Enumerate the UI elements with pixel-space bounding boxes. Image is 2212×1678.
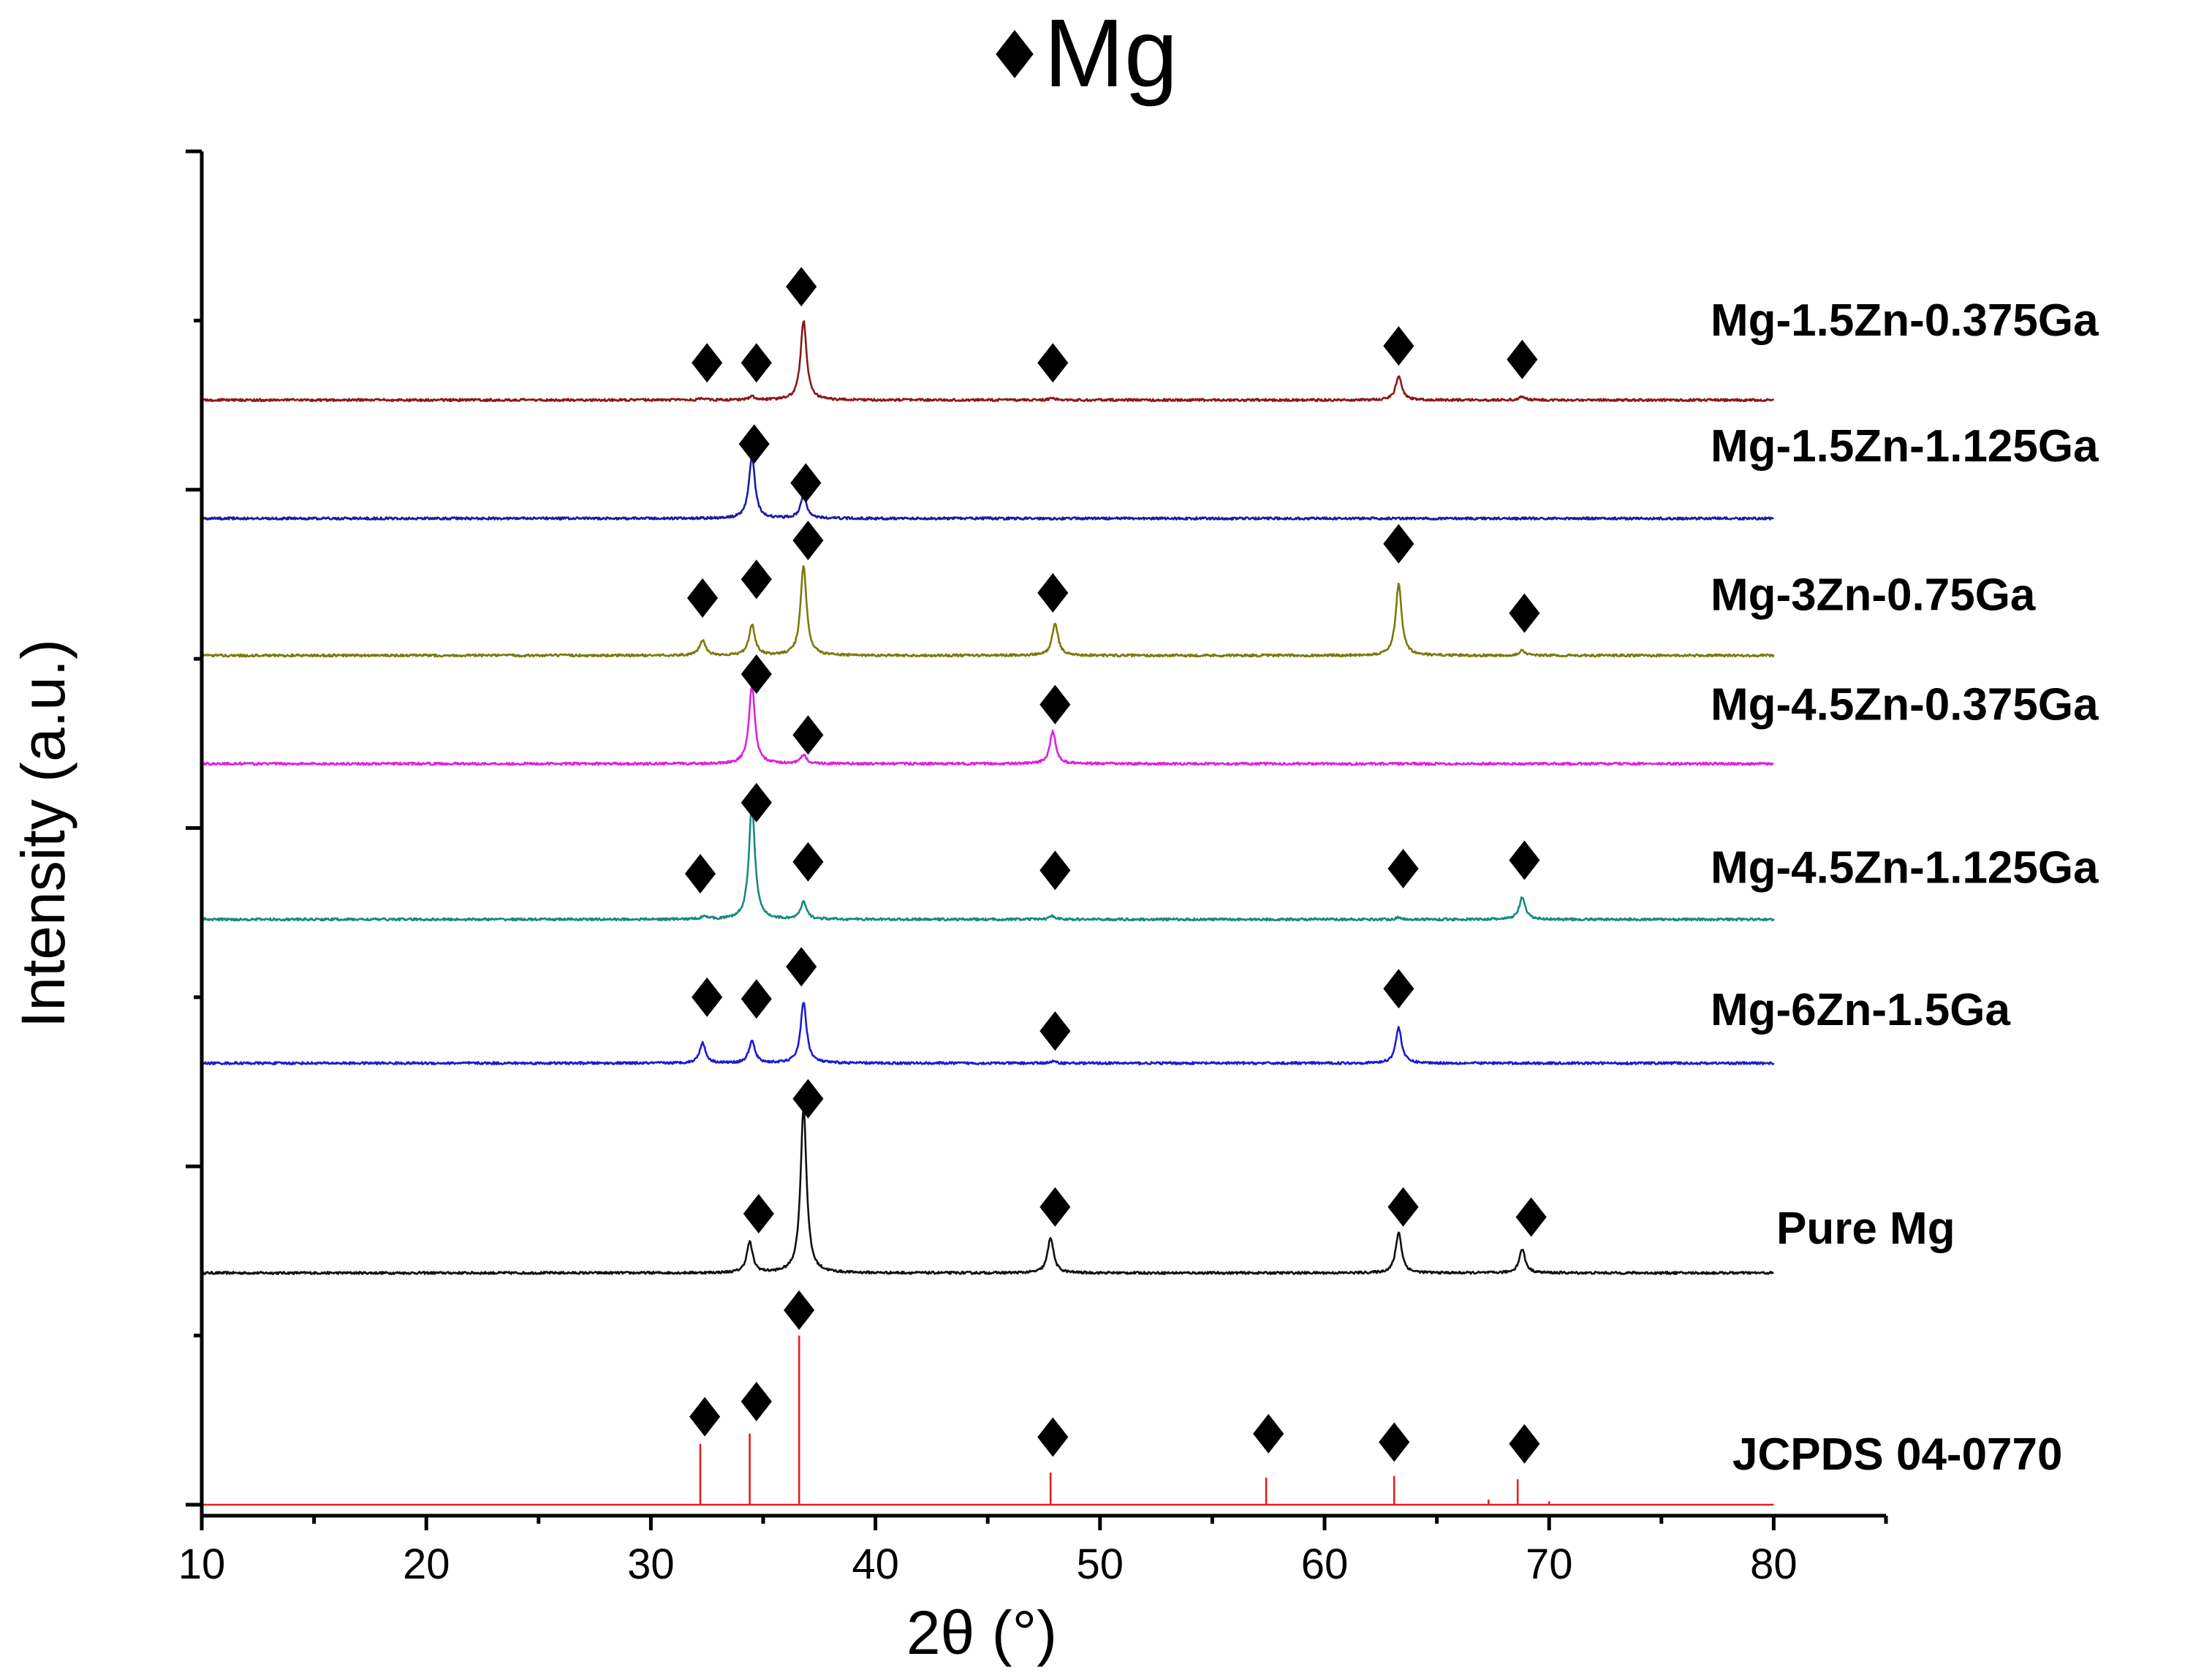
peak-diamond-marker bbox=[741, 559, 772, 600]
y-axis-title: Intensity (a.u.) bbox=[9, 639, 77, 1028]
x-tick-label: 60 bbox=[1301, 1541, 1349, 1588]
x-tick-label: 10 bbox=[178, 1541, 226, 1588]
x-axis-title: 2θ (°) bbox=[906, 1598, 1057, 1667]
legend: Mg bbox=[996, 0, 1178, 107]
peak-diamond-marker bbox=[741, 654, 772, 694]
peak-diamond-marker bbox=[1507, 339, 1538, 379]
peak-diamond-marker bbox=[689, 1397, 721, 1437]
peak-diamond-marker bbox=[1387, 1187, 1419, 1227]
peak-diamond-marker bbox=[1039, 684, 1071, 725]
x-axis-ticks: 10 20 30 40 50 60 70 80 bbox=[178, 1516, 1888, 1588]
series-label: Pure Mg bbox=[1776, 1203, 1955, 1254]
series-label: Mg-1.5Zn-0.375Ga bbox=[1711, 295, 2099, 346]
series-label: Mg-1.5Zn-1.125Ga bbox=[1711, 421, 2099, 472]
peak-diamond-marker bbox=[1509, 840, 1540, 880]
series-trace bbox=[200, 564, 1775, 658]
peak-diamond-marker bbox=[743, 1194, 774, 1234]
series-trace bbox=[200, 685, 1774, 766]
series-label: Mg-6Zn-1.5Ga bbox=[1711, 985, 2010, 1035]
peak-diamond-marker bbox=[1383, 524, 1414, 564]
x-tick-label: 70 bbox=[1526, 1541, 1573, 1588]
peak-diamond-marker bbox=[741, 343, 772, 383]
peak-diamond-marker bbox=[741, 979, 772, 1019]
peak-diamond-marker bbox=[792, 715, 824, 755]
series-label: Mg-4.5Zn-0.375Ga bbox=[1711, 680, 2099, 730]
series-labels: JCPDS 04-0770 Pure Mg Mg-6Zn-1.5Ga Mg-4.5Zn… bbox=[1711, 295, 2099, 1480]
peak-diamond-marker bbox=[1509, 1424, 1540, 1464]
series-label: Mg-3Zn-0.75Ga bbox=[1711, 570, 2036, 620]
series-trace bbox=[200, 1107, 1774, 1275]
peak-diamond-marker bbox=[686, 578, 719, 618]
peak-diamond-marker bbox=[790, 463, 822, 503]
axes bbox=[200, 151, 1886, 1518]
series-trace bbox=[201, 320, 1775, 402]
x-tick-label: 50 bbox=[1077, 1541, 1124, 1588]
peak-diamond-marker bbox=[1039, 850, 1071, 891]
peak-diamond-marker bbox=[1383, 969, 1414, 1009]
peak-diamond-marker bbox=[786, 267, 817, 307]
peak-diamond-marker bbox=[1383, 326, 1414, 366]
peak-diamond-marker bbox=[741, 782, 772, 823]
peak-diamond-marker bbox=[692, 977, 723, 1017]
peak-diamond-marker bbox=[738, 424, 770, 464]
legend-diamond-marker bbox=[996, 30, 1034, 78]
series-trace bbox=[201, 455, 1774, 521]
x-tick-label: 30 bbox=[627, 1541, 675, 1588]
peak-diamond-marker bbox=[1037, 1417, 1069, 1457]
x-tick-label: 40 bbox=[852, 1541, 899, 1588]
series-trace bbox=[200, 1002, 1775, 1065]
peak-diamond-marker bbox=[1039, 1011, 1071, 1051]
peak-diamond-marker bbox=[784, 1290, 815, 1330]
series-trace bbox=[202, 1335, 1774, 1506]
x-tick-label: 80 bbox=[1750, 1541, 1798, 1588]
peak-diamond-marker bbox=[1039, 1187, 1071, 1227]
y-axis-ticks bbox=[186, 149, 202, 1507]
peak-diamond-marker bbox=[1387, 849, 1419, 889]
series-trace bbox=[201, 804, 1775, 922]
peak-diamond-marker bbox=[786, 947, 817, 987]
peak-diamond-marker bbox=[792, 842, 824, 882]
peak-diamond-marker bbox=[741, 1381, 772, 1421]
x-tick-label: 20 bbox=[403, 1541, 450, 1588]
peak-diamond-marker bbox=[1037, 343, 1069, 383]
peak-diamond-marker bbox=[1515, 1197, 1547, 1237]
series-label: JCPDS 04-0770 bbox=[1732, 1429, 2063, 1480]
peak-diamond-marker bbox=[1037, 572, 1069, 613]
peak-diamond-marker bbox=[1379, 1422, 1410, 1462]
peak-diamond-marker bbox=[792, 1078, 824, 1119]
peak-diamond-marker bbox=[1253, 1413, 1284, 1454]
peak-diamond-marker bbox=[692, 343, 723, 383]
peak-diamond-marker bbox=[792, 521, 824, 561]
peak-diamond-marker bbox=[684, 853, 716, 893]
legend-label: Mg bbox=[1044, 0, 1178, 107]
peak-markers bbox=[684, 267, 1547, 1464]
peak-diamond-marker bbox=[1509, 593, 1540, 633]
series-label: Mg-4.5Zn-1.125Ga bbox=[1711, 842, 2099, 893]
series-traces bbox=[200, 320, 1775, 1506]
